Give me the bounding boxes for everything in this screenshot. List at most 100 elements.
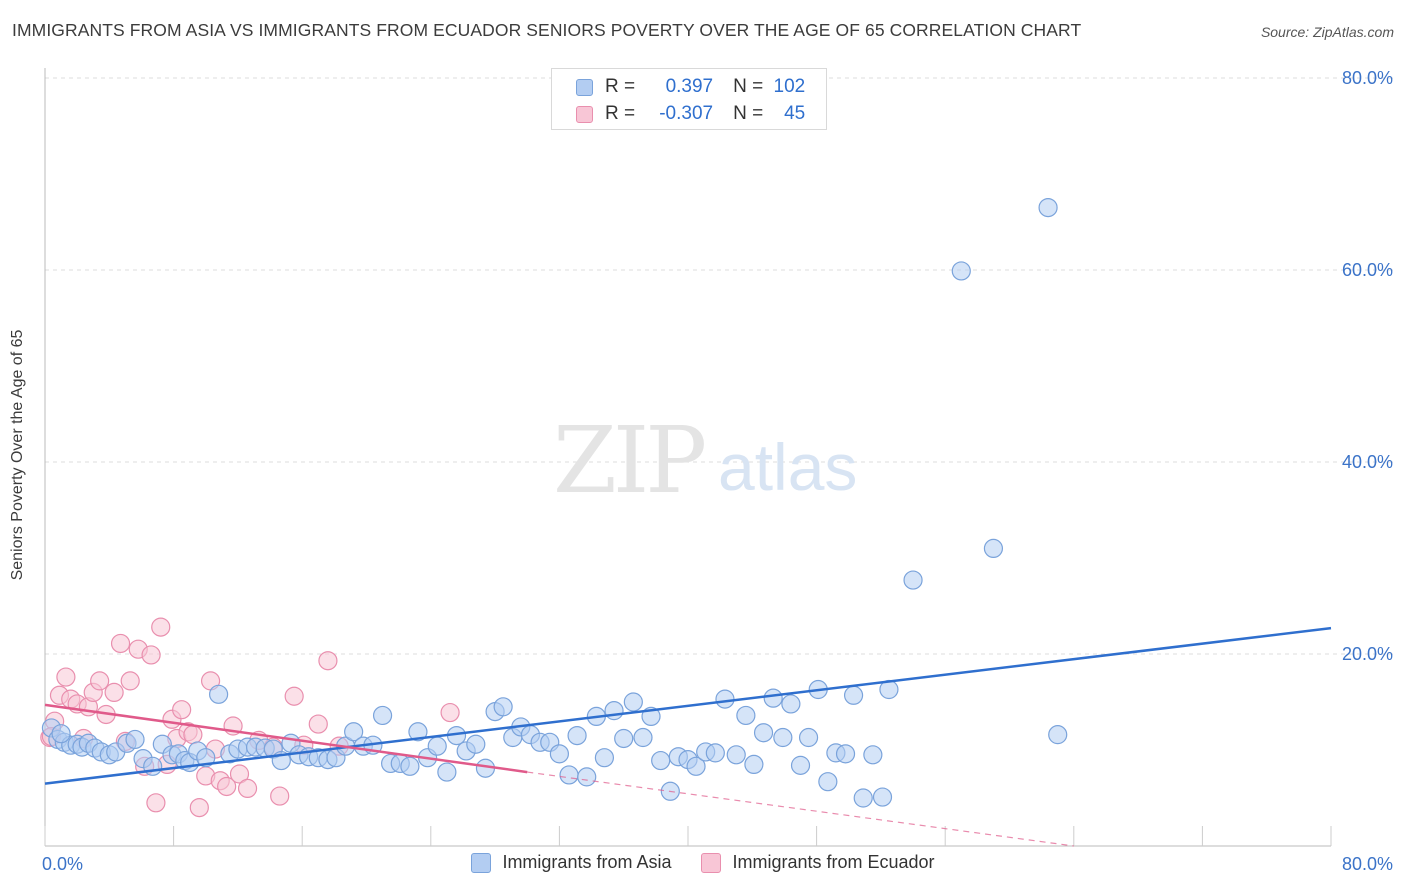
x-tick-label: 80.0% — [1342, 854, 1393, 874]
asia-point — [344, 722, 364, 742]
gridlines — [45, 77, 1393, 655]
asia-point — [427, 736, 447, 756]
r-value: -0.307 — [659, 103, 714, 124]
asia-point — [567, 725, 587, 746]
asia-point — [951, 261, 971, 281]
asia-point — [753, 723, 774, 743]
ecuador-point — [284, 686, 304, 706]
asia-point — [705, 743, 725, 763]
chart-title: IMMIGRANTS FROM ASIA VS IMMIGRANTS FROM … — [12, 20, 1082, 40]
legend-item-asia[interactable]: Immigrants from Asia — [471, 852, 671, 873]
ecuador-trend-extension — [527, 771, 1074, 847]
ecuador-point — [189, 797, 209, 818]
asia-point — [763, 688, 783, 708]
ecuador-point — [146, 793, 166, 813]
asia-point — [1038, 198, 1058, 218]
asia-point — [686, 756, 706, 776]
stats-row-ecuador: R = -0.307 N = 45 — [576, 101, 805, 127]
asia-point — [633, 727, 653, 748]
y-tick-label: 40.0% — [1342, 452, 1393, 472]
asia-point — [125, 729, 145, 750]
watermark-atlas: atlas — [718, 430, 857, 504]
stats-row-asia: R = 0.397 N = 102 — [576, 74, 805, 100]
asia-point — [594, 748, 615, 768]
ecuador-point — [308, 714, 328, 734]
ecuador-point — [237, 778, 258, 799]
series-ecuador-points — [40, 617, 460, 818]
ecuador-point — [270, 786, 290, 806]
ecuador-point — [229, 764, 250, 784]
n-value: 45 — [784, 103, 806, 124]
ecuador-point — [56, 667, 76, 687]
ecuador-point — [440, 702, 460, 723]
legend-swatch-ecuador — [701, 852, 722, 873]
ecuador-point — [183, 725, 203, 745]
asia-point — [736, 705, 756, 726]
tick-labels: 20.0% 40.0% 60.0% 80.0% 0.0% 80.0% — [42, 68, 1393, 874]
ecuador-trend-line — [44, 703, 528, 774]
trend-lines — [44, 626, 1332, 847]
watermark: ZIP atlas — [553, 407, 857, 514]
asia-point — [773, 727, 793, 748]
asia-point — [623, 692, 643, 712]
asia-point — [559, 765, 579, 785]
asia-point — [493, 697, 513, 717]
ecuador-point — [151, 617, 171, 637]
asia-point — [790, 755, 811, 775]
n-label: N = — [733, 76, 764, 97]
asia-point — [843, 685, 864, 705]
asia-point — [577, 767, 597, 787]
watermark-zip: ZIP — [553, 407, 704, 514]
ecuador-point — [120, 671, 140, 691]
legend-item-ecuador[interactable]: Immigrants from Ecuador — [701, 852, 935, 873]
asia-point — [818, 772, 838, 792]
asia-point — [1048, 725, 1068, 745]
asia-point — [372, 705, 393, 726]
asia-point — [437, 762, 457, 782]
asia-point — [798, 727, 819, 748]
asia-point — [51, 724, 71, 744]
source-label: Source: ZipAtlas.com — [1260, 24, 1394, 40]
y-tick-label: 80.0% — [1342, 68, 1393, 88]
asia-point — [209, 684, 229, 704]
asia-point — [744, 754, 764, 775]
asia-point — [143, 756, 163, 776]
asia-point — [872, 787, 893, 807]
r-label: R = — [605, 76, 636, 97]
ecuador-point — [172, 700, 192, 720]
asia-point — [466, 734, 486, 754]
asia-point — [400, 756, 420, 776]
asia-point — [715, 689, 735, 709]
n-label: N = — [733, 103, 764, 124]
asia-point — [726, 745, 746, 765]
legend-label-ecuador: Immigrants from Ecuador — [732, 852, 935, 872]
r-value: 0.397 — [665, 76, 714, 97]
x-tick-label: 0.0% — [42, 854, 83, 874]
asia-point — [853, 788, 873, 808]
asia-point — [835, 744, 856, 764]
ecuador-point — [318, 651, 338, 671]
asia-point — [196, 748, 216, 768]
legend-label-asia: Immigrants from Asia — [502, 852, 672, 872]
asia-point — [781, 694, 801, 714]
asia-point — [863, 745, 883, 765]
asia-point — [408, 722, 428, 742]
asia-point — [614, 728, 634, 749]
y-tick-label: 60.0% — [1342, 260, 1393, 280]
legend-swatch-asia — [471, 852, 492, 873]
legend: Immigrants from Asia Immigrants from Ecu… — [0, 852, 1406, 873]
stats-box: R = 0.397 N = 102 R = -0.307 N = 45 — [551, 68, 827, 130]
asia-point — [903, 570, 923, 590]
ecuador-point — [104, 682, 124, 703]
ecuador-point — [217, 776, 237, 797]
asia-point — [651, 750, 671, 771]
r-label: R = — [605, 103, 636, 124]
asia-point — [604, 701, 624, 721]
asia-swatch — [576, 78, 593, 96]
asia-point — [983, 538, 1004, 559]
ecuador-point — [110, 633, 131, 654]
y-axis-label: Seniors Poverty Over the Age of 65 — [9, 329, 26, 581]
ecuador-swatch — [576, 105, 593, 123]
n-value: 102 — [773, 76, 806, 97]
